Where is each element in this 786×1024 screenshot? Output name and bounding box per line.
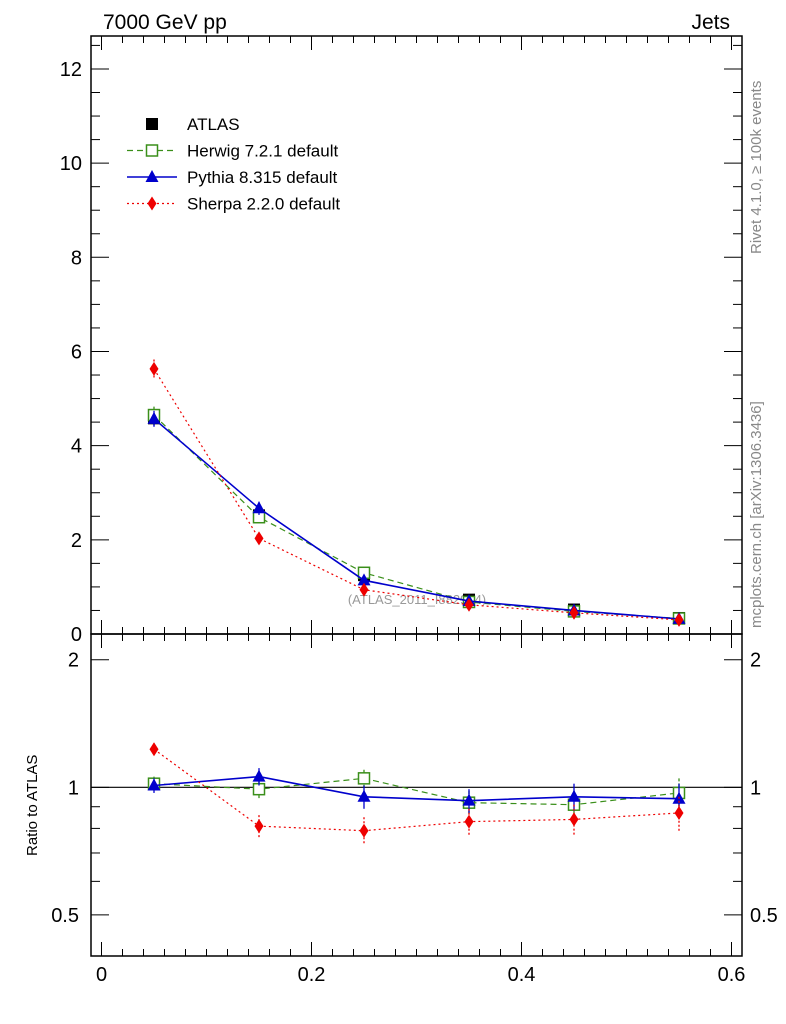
pythia-data-point [252, 769, 266, 782]
pythia-data-point [462, 793, 476, 806]
ratio-y-tick-label-right: 0.5 [750, 905, 778, 927]
legend-sherpa-label: Sherpa 2.2.0 default [187, 195, 340, 214]
legend-sherpa-marker [147, 196, 157, 211]
legend-atlas-marker [146, 118, 158, 130]
legend-atlas-label: ATLAS [187, 115, 240, 134]
sherpa-data-point [569, 605, 579, 620]
pythia-data-point [252, 501, 266, 514]
x-tick-label: 0.4 [508, 964, 536, 986]
y-tick-label: 0 [71, 624, 82, 646]
ratio-y-tick-label-left: 1 [68, 777, 79, 799]
sherpa-data-point [149, 361, 159, 376]
main-sherpa-line [153, 368, 680, 621]
sherpa-data-point [254, 531, 264, 546]
sherpa-data-point [464, 597, 474, 612]
y-tick-label: 10 [60, 153, 82, 175]
watermark: (ATLAS_2011_I882984) [348, 592, 486, 607]
pythia-data-point [357, 789, 371, 802]
sherpa-data-point [149, 742, 159, 757]
ratio-pythia-line [153, 775, 680, 802]
legend-pythia-marker [145, 170, 159, 182]
sherpa-data-point [359, 823, 369, 838]
pythia-data-point [357, 573, 371, 586]
ratio-herwig-line [153, 777, 680, 806]
sherpa-data-point [674, 612, 684, 627]
ratio-series-group [147, 742, 686, 846]
main-plot-frame: 0 2 4 6 8 10 12 [60, 35, 743, 648]
y-tick-label: 12 [60, 59, 82, 81]
side-label-bottom: mcplots.cern.ch [arXiv:1306.3436] [748, 401, 765, 628]
ratio-ylabel: Ratio to ATLAS [24, 755, 41, 856]
x-tick-label: 0.2 [298, 964, 326, 986]
y-tick-label: 4 [71, 436, 82, 458]
legend-herwig-label: Herwig 7.2.1 default [187, 142, 338, 161]
legend-pythia-label: Pythia 8.315 default [187, 168, 338, 187]
x-tick-label: 0 [96, 964, 107, 986]
side-label-top: Rivet 4.1.0, ≥ 100k events [748, 81, 765, 254]
ratio-y-tick-label-right: 1 [750, 777, 761, 799]
x-tick-label: 0.6 [718, 964, 746, 986]
ratio-y-tick-label-right: 2 [750, 650, 761, 672]
legend: ATLAS Herwig 7.2.1 default Pythia 8.315 de… [127, 115, 340, 214]
ratio-y-tick-label-left: 0.5 [51, 905, 79, 927]
y-tick-label: 8 [71, 247, 82, 269]
legend-herwig-marker [145, 144, 159, 157]
y-tick-label: 2 [71, 530, 82, 552]
main-pythia-line [153, 418, 680, 620]
header-left: 7000 GeV pp [103, 11, 227, 34]
header-right: Jets [691, 11, 730, 34]
main-series-group [147, 359, 686, 627]
sherpa-data-point [359, 582, 369, 597]
main-herwig-line [153, 414, 680, 620]
pythia-data-point [147, 778, 161, 791]
pythia-data-point [567, 789, 581, 802]
ratio-frame-border [90, 633, 743, 957]
sherpa-data-point [569, 812, 579, 827]
pythia-data-point [147, 411, 161, 424]
sherpa-data-point [674, 805, 684, 820]
y-tick-label: 6 [71, 341, 82, 363]
sherpa-data-point [254, 819, 264, 834]
sherpa-data-point [464, 814, 474, 829]
herwig-data-point [357, 772, 371, 785]
ratio-plot-frame: 0 0.2 0.4 0.6 0.5 0.5 1 1 2 2 [51, 633, 778, 986]
ratio-y-tick-label-left: 2 [68, 650, 79, 672]
